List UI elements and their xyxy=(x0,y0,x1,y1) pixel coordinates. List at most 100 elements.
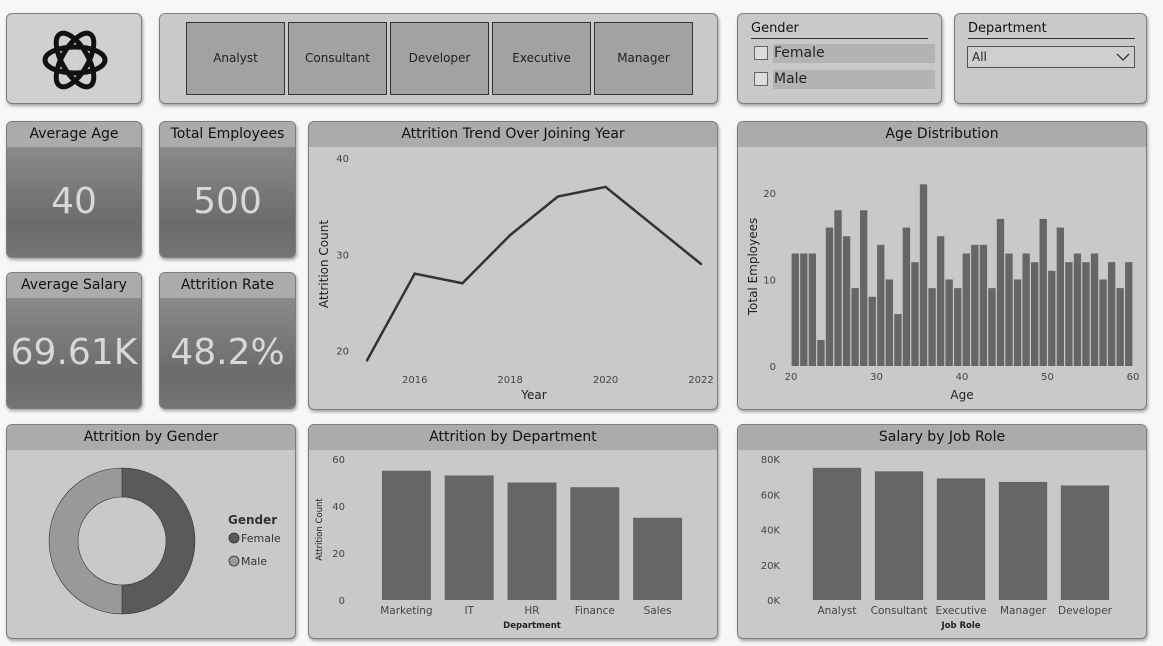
age-bar xyxy=(808,253,817,366)
chart-title: Age Distribution xyxy=(738,122,1146,147)
trend-point xyxy=(604,185,607,189)
kpi-label: Average Salary xyxy=(7,273,141,298)
chart-title: Attrition by Department xyxy=(309,425,717,450)
age-bar xyxy=(1013,279,1022,366)
bar-developer xyxy=(1060,485,1110,600)
age-bar xyxy=(1082,262,1090,366)
y-tick-label: 30 xyxy=(336,250,349,261)
x-axis-label: Department xyxy=(503,621,561,631)
department-slicer: Department All xyxy=(954,13,1147,104)
trend-point xyxy=(413,272,416,275)
y-tick-label: 0 xyxy=(770,362,776,373)
age-bar xyxy=(902,227,911,366)
chevron-down-icon xyxy=(1116,53,1130,61)
logo-tile xyxy=(6,13,142,104)
age-bar xyxy=(1022,253,1030,366)
donut-slice-female xyxy=(121,467,196,615)
kpi-value: 40 xyxy=(51,181,97,222)
x-tick-label: HR xyxy=(524,605,539,617)
age-bar xyxy=(800,253,808,366)
x-tick-label: 50 xyxy=(1041,372,1054,383)
bar-manager xyxy=(998,481,1048,600)
department-slicer-title: Department xyxy=(968,21,1047,36)
salary-by-job-role-svg: 0K 20K 40K 60K 80K Analyst Consultant Executive… xyxy=(761,455,1113,631)
male-checkbox[interactable] xyxy=(754,72,768,86)
department-dropdown[interactable]: All xyxy=(967,46,1135,68)
bar-analyst xyxy=(812,467,862,600)
role-button-manager[interactable]: Manager xyxy=(594,22,693,95)
divider xyxy=(751,38,928,39)
y-tick-label: 0K xyxy=(767,596,780,607)
x-tick-label: Manager xyxy=(1000,605,1047,617)
x-tick-label: 40 xyxy=(956,372,969,383)
trend-point xyxy=(508,233,512,237)
age-bar xyxy=(851,288,859,366)
role-button-executive[interactable]: Executive xyxy=(492,22,591,95)
legend-label-female: Female xyxy=(241,532,281,545)
trend-point xyxy=(699,262,703,266)
role-button-analyst[interactable]: Analyst xyxy=(186,22,285,95)
attrition-by-department-chart: Attrition by Department 0 20 40 60 Marketing… xyxy=(308,424,718,639)
y-tick-label: 20K xyxy=(761,561,781,572)
age-bar xyxy=(996,218,1005,366)
openai-logo-icon xyxy=(42,30,108,90)
x-axis-label: Job Role xyxy=(940,621,980,631)
x-tick-label: 2022 xyxy=(688,375,713,386)
female-checkbox[interactable] xyxy=(754,46,768,60)
kpi-average-salary: Average Salary 69.61K xyxy=(6,272,142,409)
age-bar xyxy=(842,236,851,366)
y-tick-label: 80K xyxy=(761,455,781,466)
age-bar xyxy=(1065,262,1073,366)
kpi-label: Total Employees xyxy=(160,122,295,147)
female-option[interactable]: Female xyxy=(773,44,935,63)
male-option[interactable]: Male xyxy=(773,70,935,89)
y-axis-label: Attrition Count xyxy=(315,498,325,561)
donut-slice-male xyxy=(48,467,123,615)
y-tick-label: 20 xyxy=(336,347,349,358)
age-distribution-svg: 0 10 20 20 30 40 50 60 Age Total Employees xyxy=(746,184,1139,402)
age-bar xyxy=(1056,227,1064,366)
kpi-value: 500 xyxy=(193,181,262,222)
age-bar xyxy=(877,244,885,366)
x-tick-label: 20 xyxy=(785,372,798,383)
bar-hr xyxy=(507,482,557,600)
role-button-consultant[interactable]: Consultant xyxy=(288,22,387,95)
role-button-developer[interactable]: Developer xyxy=(390,22,489,95)
y-tick-label: 40K xyxy=(761,526,781,537)
x-tick-label: Marketing xyxy=(380,605,432,617)
y-tick-label: 60 xyxy=(332,455,345,466)
attrition-by-gender-chart: Attrition by Gender Gender Female Male xyxy=(6,424,296,639)
age-bar xyxy=(962,253,970,366)
legend-label-male: Male xyxy=(241,555,267,568)
y-tick-label: 20 xyxy=(332,549,345,560)
job-role-slicer: Analyst Consultant Developer Executive M… xyxy=(159,13,718,104)
x-tick-label: Consultant xyxy=(871,605,928,617)
age-distribution-chart: Age Distribution 0 10 20 20 30 40 50 60 Age Total… xyxy=(737,121,1147,410)
age-bar xyxy=(817,340,825,366)
attrition-by-department-svg: 0 20 40 60 Marketing IT HR Finance Sales Departme… xyxy=(315,455,683,631)
age-bar xyxy=(1048,270,1056,366)
bar-consultant xyxy=(874,471,924,600)
age-bar xyxy=(834,210,842,366)
bar-sales xyxy=(633,517,683,600)
y-tick-label: 60K xyxy=(761,490,781,501)
trend-point xyxy=(556,195,560,198)
age-bar xyxy=(1125,262,1133,366)
salary-by-job-role-chart: Salary by Job Role 0K 20K 40K 60K 80K Analyst… xyxy=(737,424,1147,639)
kpi-label: Attrition Rate xyxy=(160,273,295,298)
chart-title: Attrition Trend Over Joining Year xyxy=(309,122,717,147)
bar-finance xyxy=(570,487,620,600)
x-tick-label: 2018 xyxy=(497,375,522,386)
kpi-value: 69.61K xyxy=(10,332,138,373)
kpi-total-employees: Total Employees 500 xyxy=(159,121,296,258)
attrition-by-gender-svg: Gender Female Male xyxy=(48,467,281,615)
age-bar xyxy=(825,227,834,366)
trend-line xyxy=(365,185,702,361)
x-tick-label: 30 xyxy=(870,372,883,383)
legend-title: Gender xyxy=(228,513,277,527)
kpi-average-age: Average Age 40 xyxy=(6,121,142,258)
y-tick-label: 10 xyxy=(763,275,776,286)
age-bar xyxy=(1099,279,1107,366)
age-bar xyxy=(919,184,928,366)
chart-title: Attrition by Gender xyxy=(7,425,295,450)
